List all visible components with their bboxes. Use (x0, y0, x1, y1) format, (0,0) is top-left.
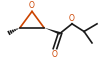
Text: O: O (52, 50, 58, 59)
Polygon shape (44, 28, 60, 35)
Text: O: O (69, 14, 75, 23)
Text: O: O (29, 1, 35, 10)
